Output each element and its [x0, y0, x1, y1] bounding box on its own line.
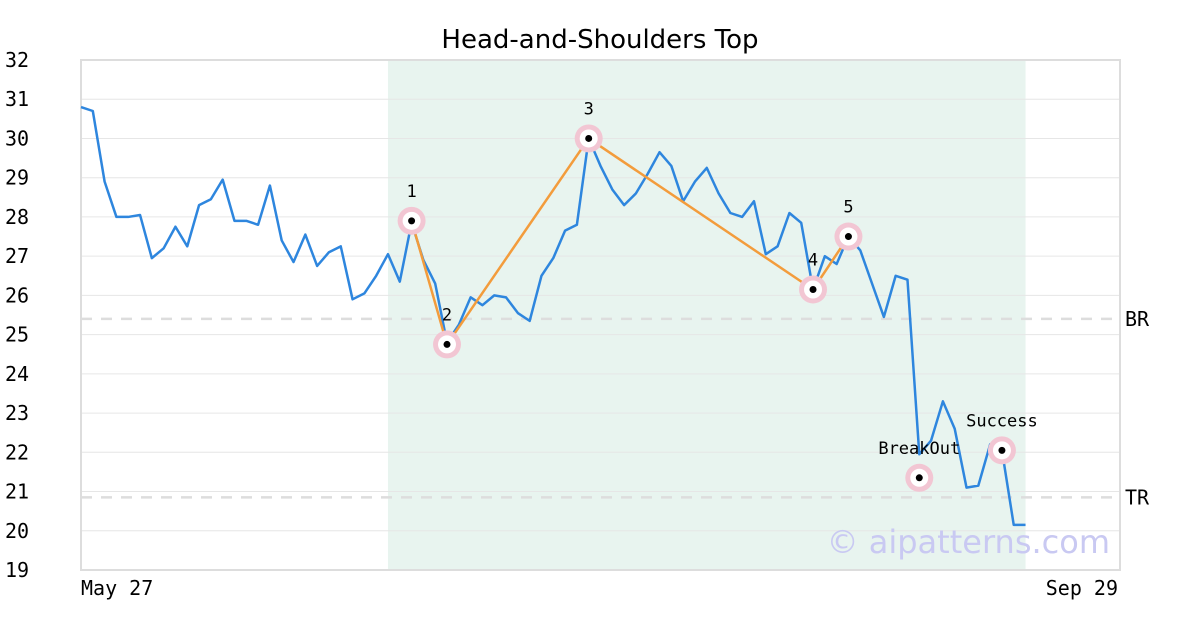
plot-frame: [80, 59, 1121, 571]
pattern-point-label: 1: [406, 182, 416, 202]
pattern-point-label: 4: [808, 251, 818, 271]
y-tick-label: 30: [5, 126, 29, 150]
y-tick-label: 28: [5, 205, 29, 229]
pattern-highlight-region: [387, 60, 1026, 570]
y-tick-label: 29: [5, 166, 29, 190]
price-line: [80, 105, 1026, 527]
price-series: [80, 105, 1026, 527]
pattern-point-marker-dot: [809, 286, 817, 293]
y-tick-label: 23: [5, 401, 29, 425]
event-point-label: Success: [966, 411, 1038, 431]
event-point-marker-dot: [998, 446, 1006, 454]
y-tick-label: 26: [5, 283, 29, 307]
x-axis-ticks: May 27 Sep 29: [81, 576, 1118, 600]
y-tick-label: 22: [5, 440, 29, 464]
pattern-point-marker-dot: [408, 217, 416, 225]
y-tick-label: 19: [5, 558, 29, 582]
y-tick-label: 20: [5, 519, 29, 543]
y-tick-label: 25: [5, 323, 29, 347]
reference-line-label: TR: [1125, 485, 1150, 509]
y-tick-label: 24: [5, 362, 29, 386]
reference-lines: BR TR: [81, 307, 1150, 509]
y-tick-label: 32: [5, 48, 29, 72]
pattern-markers: 1 2 3 4 5 BreakOut Success: [397, 99, 1038, 492]
pattern-point-label: 2: [442, 305, 452, 325]
reference-line-label: BR: [1125, 307, 1150, 331]
pattern-point-marker-dot: [844, 233, 852, 241]
pattern-point-marker-dot: [443, 340, 451, 348]
y-axis-ticks: 19 20 21 22 23 24 25 26 27 28 29 30 31 32: [5, 48, 29, 582]
pattern-point-marker-dot: [585, 134, 593, 142]
x-tick-label: May 27: [81, 576, 153, 600]
event-point-label: BreakOut: [878, 439, 960, 459]
event-point-marker-dot: [915, 474, 923, 482]
pattern-point-label: 3: [584, 99, 594, 119]
x-tick-label: Sep 29: [1046, 576, 1118, 600]
y-tick-label: 27: [5, 244, 29, 268]
watermark-text: © aipatterns.com: [827, 523, 1110, 561]
y-tick-label: 31: [5, 87, 29, 111]
chart-title: Head-and-Shoulders Top: [441, 25, 758, 55]
y-tick-label: 21: [5, 480, 29, 504]
pattern-point-label: 5: [843, 198, 853, 218]
